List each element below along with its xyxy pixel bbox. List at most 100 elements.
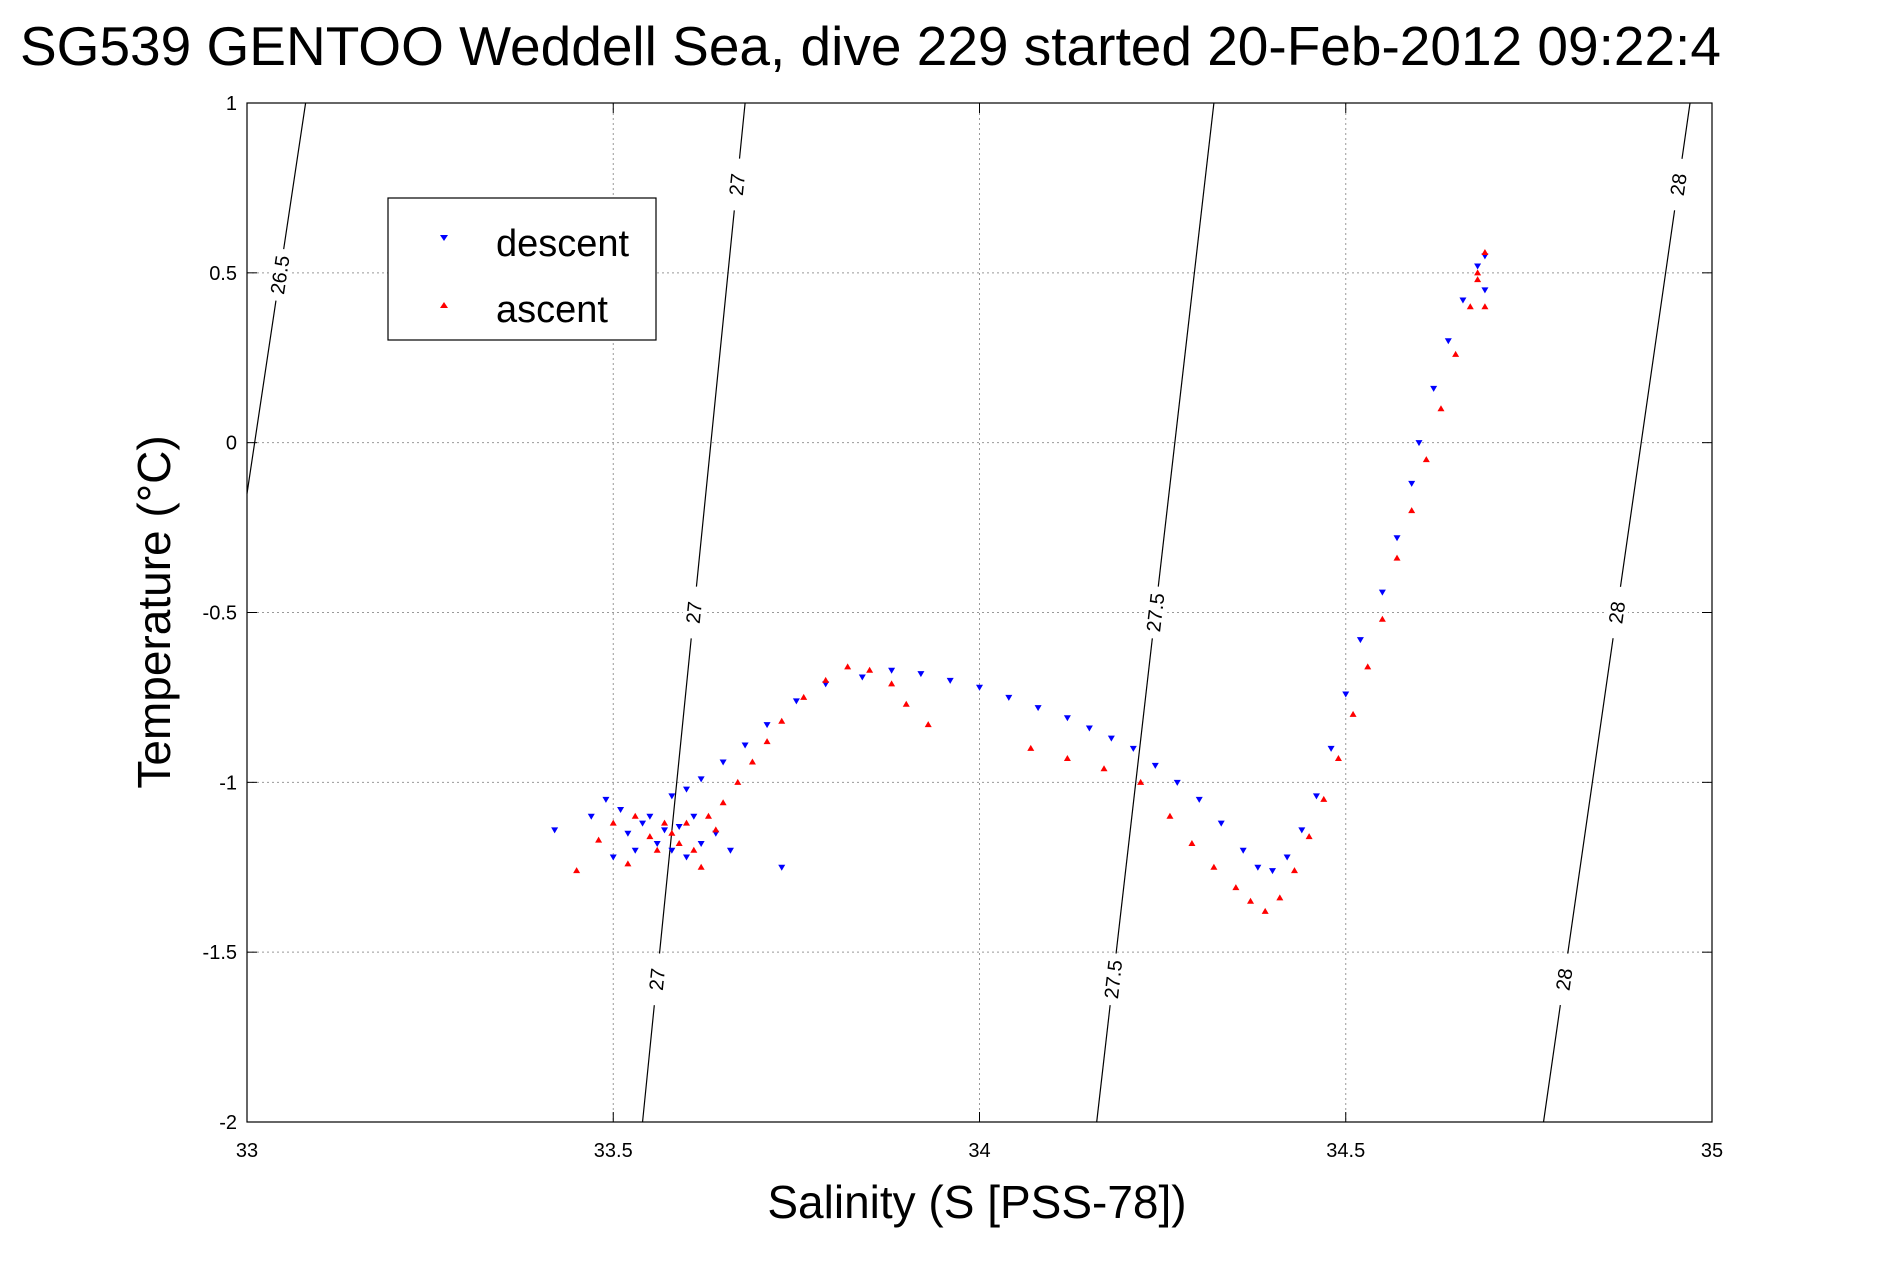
x-tick-label: 33.5 — [594, 1140, 633, 1162]
descent-point — [1342, 691, 1350, 698]
ascent-point — [661, 819, 669, 826]
descent-point — [1034, 705, 1042, 712]
y-tick-label: 0 — [226, 433, 237, 455]
ascent-point — [800, 693, 808, 700]
isopycnal-label: 28 — [1667, 172, 1692, 197]
isopycnal-label: 27 — [646, 967, 670, 991]
isopycnal-contours: 26.5 27 27 27 27.5 27.5 28 28 28 — [246, 102, 1693, 1123]
ascent-point — [573, 867, 581, 874]
ascent-point — [1393, 554, 1401, 561]
ascent-point — [719, 799, 727, 806]
legend-box — [387, 197, 657, 341]
isopycnal-label: 27.5 — [1143, 592, 1169, 633]
descent-point — [1378, 589, 1386, 596]
ascent-point — [748, 758, 756, 765]
ascent-point — [712, 826, 720, 833]
descent-point — [609, 854, 617, 861]
ascent-point — [1364, 663, 1372, 670]
x-tick-label: 35 — [1701, 1140, 1723, 1162]
descent-point — [697, 776, 705, 783]
y-tick-label: -2 — [219, 1112, 237, 1134]
descent-point — [551, 827, 559, 834]
x-tick-label: 33 — [236, 1140, 258, 1162]
descent-point — [1129, 745, 1137, 752]
descent-point — [1283, 854, 1291, 861]
descent-point — [792, 698, 800, 705]
descent-point — [946, 677, 954, 684]
ascent-point — [1481, 248, 1489, 255]
descent-point — [719, 759, 727, 766]
legend-descent-label: descent — [496, 223, 630, 265]
descent-point — [976, 684, 983, 691]
chart-title: SG539 GENTOO Weddell Sea, dive 229 start… — [20, 15, 1721, 77]
isopycnal-label-bg — [265, 247, 295, 303]
isopycnal-label-bg — [680, 585, 708, 640]
y-tick-label: 0.5 — [209, 263, 237, 285]
ascent-point — [1137, 778, 1145, 785]
ascent-point — [697, 863, 705, 870]
descent-point — [697, 840, 705, 847]
isopycnal-label-bg — [1602, 585, 1632, 640]
descent-point — [778, 864, 786, 871]
isopycnal-label-bg — [1549, 952, 1579, 1007]
x-tick-label: 34 — [968, 1140, 990, 1162]
descent-point — [1393, 535, 1401, 542]
descent-point — [1269, 868, 1276, 875]
descent-point — [624, 830, 632, 837]
ascent-point — [1334, 755, 1342, 762]
ascent-point — [1320, 795, 1328, 802]
ascent-point — [763, 738, 771, 745]
data-points — [551, 248, 1489, 914]
descent-point — [631, 847, 639, 854]
ascent-point — [1422, 456, 1430, 463]
ascent-point — [822, 676, 830, 683]
ascent-point — [1408, 507, 1416, 514]
ascent-point — [1452, 350, 1460, 357]
descent-point — [1408, 480, 1416, 487]
descent-point — [1063, 715, 1071, 722]
descent-point — [1474, 263, 1482, 270]
ascent-point — [609, 819, 617, 826]
x-tick-label: 34.5 — [1326, 1140, 1365, 1162]
ascent-point — [1188, 839, 1196, 846]
legend-ascent-marker — [440, 302, 448, 308]
ascent-point — [1474, 276, 1482, 283]
isopycnal-label-bg — [1099, 952, 1128, 1007]
ascent-point — [1166, 812, 1174, 819]
ascent-point — [1210, 863, 1218, 870]
descent-point — [726, 847, 734, 854]
ascent-point — [866, 666, 874, 673]
descent-point — [617, 807, 625, 814]
descent-point — [690, 813, 698, 820]
axis-ticks: 33 33.5 34 34.5 35 -2 -1.5 -1 -0.5 0 0.5 1 — [203, 93, 1724, 1162]
y-tick-label: -1 — [219, 772, 237, 794]
isopycnal-label: 28 — [1553, 967, 1578, 992]
descent-point — [1444, 338, 1452, 345]
ascent-point — [1474, 269, 1482, 276]
ascent-point — [653, 846, 661, 853]
ascent-point — [1305, 833, 1313, 840]
descent-point — [1481, 287, 1489, 294]
ascent-point — [668, 829, 676, 836]
descent-point — [1151, 762, 1159, 769]
isopycnal-label: 26.5 — [267, 254, 295, 296]
descent-point — [917, 671, 925, 678]
ascent-point — [778, 717, 786, 724]
legend-ascent-label: ascent — [496, 289, 608, 331]
isopycnal-label: 27 — [683, 600, 707, 624]
ascent-point — [595, 836, 603, 843]
ascent-point — [690, 846, 698, 853]
descent-point — [683, 786, 690, 793]
descent-point — [1298, 827, 1306, 834]
ascent-point — [1247, 897, 1255, 904]
ascent-point — [646, 833, 654, 840]
descent-point — [1107, 735, 1115, 742]
descent-point — [1239, 847, 1247, 854]
x-axis-label: Salinity (S [PSS-78]) — [767, 1176, 1186, 1228]
y-tick-label: -0.5 — [203, 603, 237, 625]
ascent-point — [1290, 867, 1298, 874]
descent-point — [1459, 297, 1467, 304]
y-tick-label: -1.5 — [203, 942, 237, 964]
descent-point — [1085, 725, 1093, 732]
